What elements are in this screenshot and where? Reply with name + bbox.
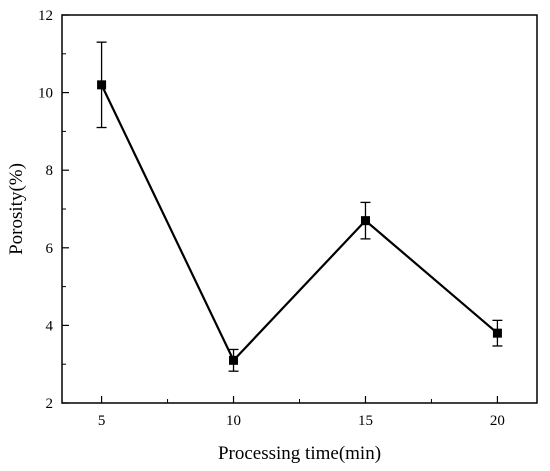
data-point bbox=[229, 355, 239, 365]
y-tick-label: 6 bbox=[46, 241, 54, 257]
series-line bbox=[100, 84, 499, 363]
data-point bbox=[97, 80, 107, 90]
y-tick-label: 2 bbox=[46, 396, 54, 412]
data-point bbox=[492, 328, 502, 338]
y-axis-label: Porosity(%) bbox=[6, 163, 27, 255]
y-tick-label: 4 bbox=[46, 318, 54, 334]
plot-frame bbox=[61, 14, 538, 404]
data-point bbox=[360, 216, 370, 226]
series-layer bbox=[96, 41, 503, 372]
y-tick-label: 12 bbox=[38, 8, 53, 24]
ticks bbox=[62, 14, 499, 404]
y-tick-label: 10 bbox=[38, 86, 53, 102]
x-tick-label: 20 bbox=[490, 413, 505, 429]
x-tick-label: 5 bbox=[98, 413, 106, 429]
x-axis-label: Processing time(min) bbox=[218, 443, 381, 464]
x-tick-label: 15 bbox=[358, 413, 373, 429]
x-tick-label: 10 bbox=[226, 413, 241, 429]
tick-labels: 5 10 15 20 2 4 6 8 10 12 bbox=[38, 8, 505, 429]
y-tick-label: 8 bbox=[46, 163, 54, 179]
